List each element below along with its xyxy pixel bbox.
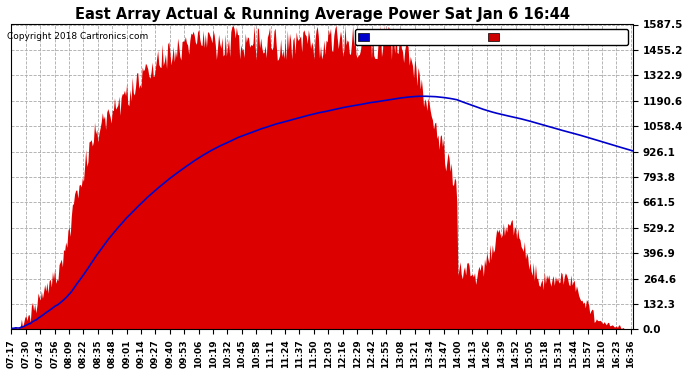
Text: Copyright 2018 Cartronics.com: Copyright 2018 Cartronics.com <box>7 32 148 41</box>
Title: East Array Actual & Running Average Power Sat Jan 6 16:44: East Array Actual & Running Average Powe… <box>75 7 570 22</box>
Legend: Average  (DC Watts), East Array  (DC Watts): Average (DC Watts), East Array (DC Watts… <box>355 29 628 45</box>
